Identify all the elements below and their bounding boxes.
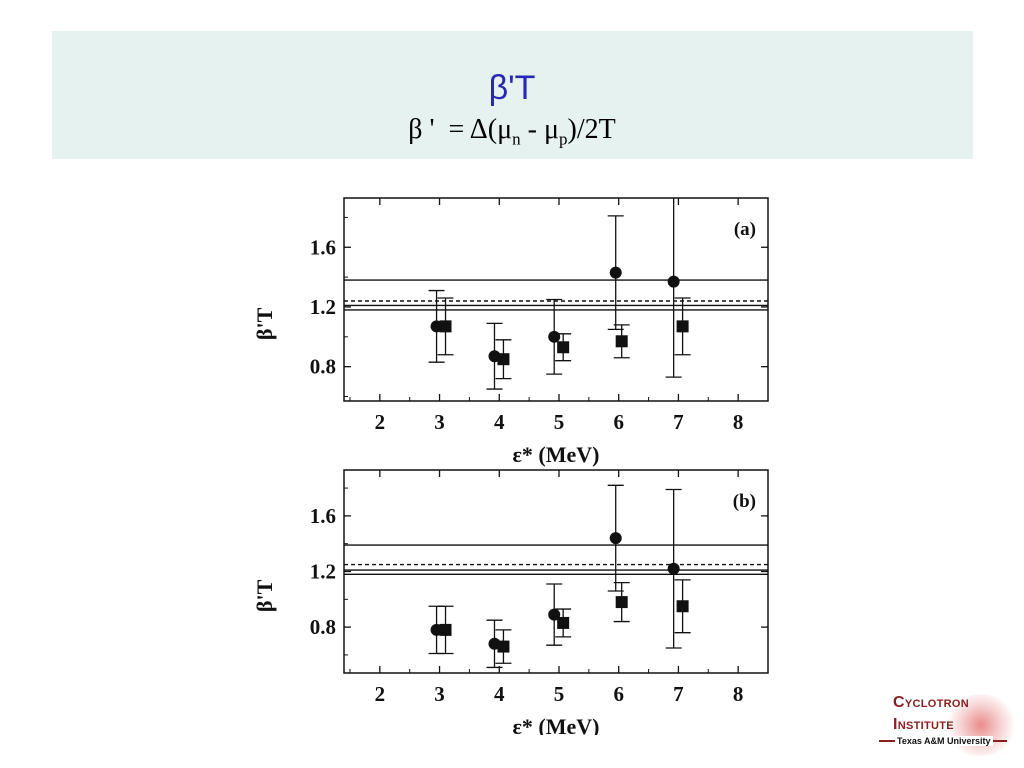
- data-point-circle: [548, 330, 561, 343]
- x-tick-label: 6: [613, 410, 624, 434]
- y-tick-label: 0.8: [310, 355, 336, 379]
- chart-panel-2: 2 3 4 5 6 7 8 0.8 1.2 1.6 (b) ε* (MeV) β'T: [252, 469, 769, 735]
- x-tick-label: 4: [494, 410, 505, 434]
- x-tick-label: 7: [673, 682, 684, 706]
- x-tick-label: 3: [434, 410, 445, 434]
- data-point-square: [557, 616, 570, 629]
- x-axis-label: ε* (MeV): [513, 714, 600, 735]
- data-point-square: [557, 341, 570, 354]
- x-tick-label: 7: [673, 410, 684, 434]
- x-tick-label: 8: [733, 682, 744, 706]
- data-point-circle: [667, 275, 680, 288]
- formula-sub-n: n: [512, 129, 521, 149]
- panel-label: (a): [734, 219, 756, 240]
- y-tick-label: 1.6: [310, 235, 336, 259]
- plot-frame: [343, 469, 769, 674]
- formula-part-3: )/2T: [567, 114, 616, 145]
- x-tick-label: 2: [375, 410, 386, 434]
- formula-sub-p: p: [559, 129, 568, 149]
- formula-part-2: - μ: [520, 114, 559, 145]
- data-point-square: [615, 596, 628, 609]
- logo-line-2: Institute: [893, 716, 954, 733]
- cyclotron-institute-logo: Cyclotron Institute Texas A&M University: [875, 690, 1020, 762]
- panel-label: (b): [733, 491, 756, 512]
- data-point-square: [497, 640, 510, 653]
- formula: β ' = Δ(μn - μp)/2T: [0, 113, 1024, 157]
- data-point-square: [439, 320, 452, 333]
- slide-title: β'T: [488, 69, 536, 107]
- y-axis-label: β'T: [252, 579, 277, 612]
- data-point-square: [615, 335, 628, 348]
- data-point-square: [497, 353, 510, 366]
- y-tick-label: 0.8: [310, 615, 336, 639]
- slide-header: [52, 31, 973, 159]
- data-point-circle: [609, 532, 622, 545]
- x-tick-label: 5: [554, 682, 565, 706]
- y-tick-label: 1.2: [310, 295, 336, 319]
- x-tick-label: 3: [434, 682, 445, 706]
- x-tick-label: 4: [494, 682, 505, 706]
- data-point-circle: [667, 562, 680, 575]
- logo-line-1: Cyclotron: [893, 694, 969, 711]
- logo-subtitle: Texas A&M University: [895, 736, 993, 746]
- y-tick-label: 1.2: [310, 560, 336, 584]
- y-tick-label: 1.6: [310, 504, 336, 528]
- formula-part-1: β ' = Δ(μ: [408, 114, 513, 145]
- x-tick-label: 5: [554, 410, 565, 434]
- x-tick-label: 8: [733, 410, 744, 434]
- data-point-square: [676, 320, 689, 333]
- x-axis-label: ε* (MeV): [513, 442, 600, 467]
- data-point-circle: [609, 266, 622, 279]
- x-tick-label: 6: [613, 682, 624, 706]
- x-tick-label: 2: [375, 682, 386, 706]
- data-point-square: [439, 623, 452, 636]
- chart-figure: 2 3 4 5 6 7 8 0.8 1.2 1.6 (a) ε* (MeV) β'T 2 3 4 5 6 7 8 0.8…: [252, 197, 769, 735]
- y-axis-label: β'T: [252, 307, 277, 340]
- plot-frame: [343, 197, 769, 402]
- data-point-square: [676, 600, 689, 613]
- chart-panel-1: 2 3 4 5 6 7 8 0.8 1.2 1.6 (a) ε* (MeV) β'T: [252, 197, 769, 467]
